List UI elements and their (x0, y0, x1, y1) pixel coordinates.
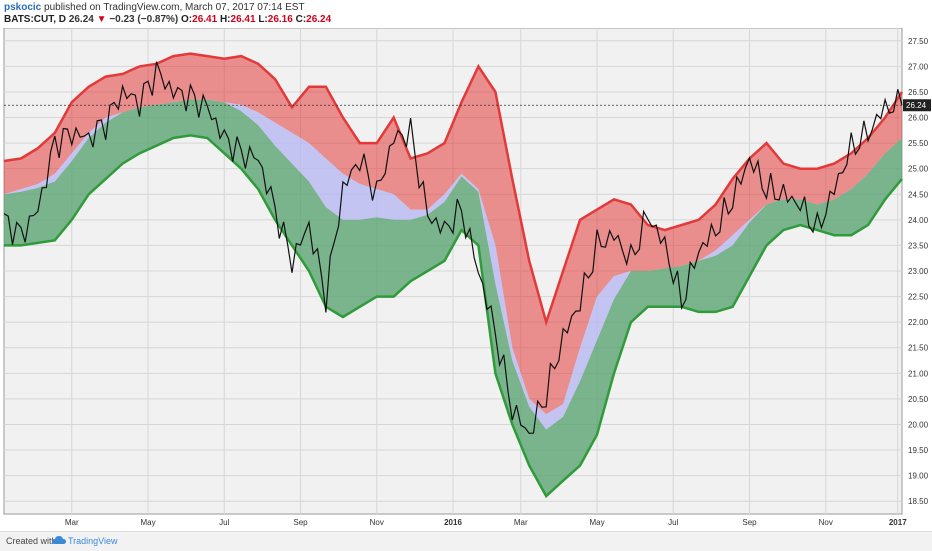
y-tick-label: 23.00 (908, 267, 929, 276)
y-tick-label: 21.50 (908, 344, 929, 353)
y-tick-label: 24.00 (908, 216, 929, 225)
y-tick-label: 25.00 (908, 165, 929, 174)
x-tick-label: Jul (219, 518, 229, 527)
y-tick-label: 23.50 (908, 241, 929, 250)
author-name[interactable]: pskocic (4, 2, 42, 13)
y-tick-label: 27.00 (908, 62, 929, 71)
upper-band-line (3, 52, 904, 327)
chart-area[interactable]: 27.50 27.00 26.50 26.00 25.50 25.00 24.50 24.00… (0, 28, 932, 528)
open-value: 26.41 (192, 14, 218, 25)
y-tick-label: 21.00 (908, 369, 929, 378)
y-tick-label: 24.50 (908, 190, 929, 199)
y-tick-label: 20.00 (908, 420, 929, 429)
symbol-label: BATS:CUT, D (4, 14, 67, 25)
y-tick-label: 22.50 (908, 293, 929, 302)
x-tick-label: May (589, 518, 604, 527)
y-tick-label: 19.50 (908, 446, 929, 455)
y-tick-label: 19.00 (908, 472, 929, 481)
x-tick-label: Mar (65, 518, 79, 527)
x-tick-label: Jul (668, 518, 678, 527)
x-tick-label: Nov (370, 518, 384, 527)
lower-band-line (4, 134, 903, 499)
low-value: 26.16 (267, 14, 293, 25)
y-tick-label: 22.00 (908, 318, 929, 327)
publish-info: pskocic published on TradingView.com, Ma… (4, 2, 331, 14)
close-label: C: (295, 14, 307, 25)
tradingview-link[interactable]: TradingView (68, 536, 118, 546)
x-tick-label: Nov (819, 518, 833, 527)
low-label: L: (258, 14, 268, 25)
x-tick-label: Sep (293, 518, 308, 527)
y-tick-label: 26.00 (908, 114, 929, 123)
x-tick-label: Sep (742, 518, 757, 527)
x-tick-label: 2016 (444, 518, 462, 527)
price-line (3, 61, 903, 435)
last-price-badge (903, 99, 931, 112)
last-price-value: 26.24 (68, 14, 94, 25)
created-with-label: Created with (6, 536, 57, 546)
last-price-label: 26.24 (906, 101, 927, 110)
y-tick-label: 26.50 (908, 88, 929, 97)
down-arrow-icon: ▼ (96, 14, 107, 25)
x-tick-label: 2017 (889, 518, 907, 527)
price-chart[interactable]: 27.50 27.00 26.50 26.00 25.50 25.00 24.50 24.00… (0, 28, 932, 528)
chart-header: pskocic published on TradingView.com, Ma… (4, 2, 331, 28)
high-label: H: (219, 14, 231, 25)
publish-text: published on TradingView.com, March 07, … (41, 2, 305, 13)
x-tick-label: Mar (514, 518, 528, 527)
open-label: O: (181, 14, 193, 25)
footer: Created with TradingView (0, 531, 932, 551)
close-value: 26.24 (306, 14, 332, 25)
x-tick-label: May (140, 518, 155, 527)
middle-band-fill-2 (4, 99, 902, 430)
change-value: −0.23 (−0.87%) (109, 14, 179, 25)
y-tick-label: 27.50 (908, 37, 929, 46)
y-tick-label: 25.50 (908, 139, 929, 148)
symbol-info: BATS:CUT, D 26.24 ▼ −0.23 (−0.87%) O:26.… (4, 14, 331, 26)
y-tick-label: 18.50 (908, 497, 929, 506)
y-tick-label: 20.50 (908, 395, 929, 404)
high-value: 26.41 (230, 14, 256, 25)
cloud-icon (52, 536, 66, 544)
